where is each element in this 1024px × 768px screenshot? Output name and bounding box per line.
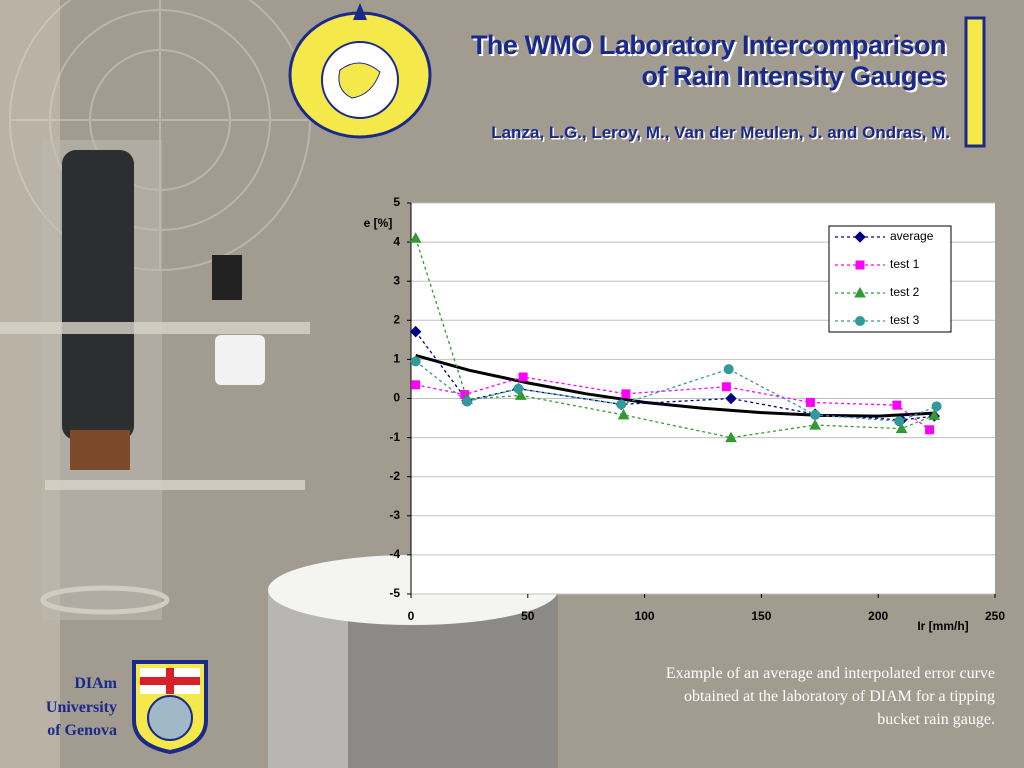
legend-marker — [854, 231, 866, 243]
marker — [409, 232, 422, 243]
legend-box — [828, 225, 952, 333]
x-axis-label: Ir [mm/h] — [917, 619, 968, 633]
marker — [931, 401, 942, 412]
genova-shield — [132, 660, 208, 755]
marker — [810, 409, 821, 420]
marker — [725, 392, 737, 405]
marker — [410, 356, 421, 367]
y-tick-label: -2 — [389, 469, 400, 483]
x-tick-label: 250 — [985, 609, 1005, 623]
marker — [928, 409, 941, 420]
institution-line: of Genova — [47, 722, 117, 739]
ring — [40, 585, 170, 615]
caption-line: Example of an average and interpolated e… — [665, 665, 995, 682]
series-line — [415, 237, 935, 439]
marker — [616, 399, 627, 410]
marker — [513, 383, 524, 394]
marker — [409, 325, 422, 338]
shelf — [45, 480, 305, 490]
authors: Lanza, L.G., Leroy, M., Van der Meulen, … — [491, 123, 950, 142]
caption: Example of an average and interpolated e… — [555, 662, 995, 731]
marker — [617, 408, 630, 420]
marker — [809, 419, 821, 430]
cylinder-highlight — [268, 590, 348, 768]
x-tick-label: 200 — [868, 609, 888, 623]
marker — [518, 372, 528, 382]
legend-label: test 1 — [890, 257, 920, 271]
gauge-coil — [62, 150, 134, 440]
y-tick-label: -4 — [389, 547, 400, 561]
y-tick-label: 3 — [393, 273, 400, 287]
marker — [892, 400, 902, 410]
marker — [411, 380, 421, 390]
institution: DIAm University of Genova — [10, 672, 117, 743]
series-line — [415, 376, 930, 431]
series-line — [415, 360, 937, 422]
legend-label: test 2 — [890, 285, 920, 299]
caption-line: bucket rain gauge. — [877, 711, 995, 728]
legend-marker — [855, 260, 865, 270]
trend-line — [415, 354, 937, 418]
y-axis-label: e [%] — [364, 216, 393, 230]
legend-label: test 3 — [890, 313, 920, 327]
marker — [895, 422, 908, 434]
title-line: of Rain Intensity Gauges — [641, 61, 946, 91]
marker — [725, 431, 737, 443]
marker — [723, 364, 734, 375]
y-tick-label: -1 — [389, 430, 400, 444]
legend-label: average — [890, 229, 934, 243]
title-bar — [964, 16, 986, 148]
institution-line: DIAm — [74, 675, 117, 692]
x-tick-label: 0 — [408, 609, 415, 623]
marker — [462, 396, 473, 407]
valve — [212, 255, 242, 300]
y-tick-label: 5 — [393, 195, 400, 209]
y-tick-label: 0 — [393, 391, 400, 405]
slide-title: The WMO Laboratory Intercomparison of Ra… — [470, 30, 947, 92]
y-tick-label: 2 — [393, 312, 400, 326]
x-tick-label: 150 — [751, 609, 771, 623]
y-tick-label: -3 — [389, 508, 400, 522]
marker — [894, 416, 905, 427]
y-tick-label: 4 — [393, 234, 400, 248]
x-tick-label: 100 — [635, 609, 655, 623]
shelf — [0, 322, 310, 334]
y-tick-label: -5 — [389, 586, 400, 600]
caption-line: obtained at the laboratory of DIAM for a… — [683, 688, 995, 705]
legend-marker — [855, 316, 865, 326]
marker — [805, 397, 815, 407]
x-tick-label: 50 — [521, 609, 535, 623]
title-line: The WMO Laboratory Intercomparison — [470, 30, 947, 60]
gauge-base — [70, 430, 130, 470]
marker — [514, 389, 527, 400]
marker — [621, 389, 631, 399]
bucket — [215, 335, 265, 385]
legend-marker — [854, 286, 866, 298]
series-line — [415, 331, 935, 421]
marker — [721, 382, 731, 392]
marker — [925, 425, 935, 435]
y-tick-label: 1 — [393, 352, 400, 366]
institution-line: University — [45, 698, 117, 716]
wmo-logo — [288, 3, 432, 139]
